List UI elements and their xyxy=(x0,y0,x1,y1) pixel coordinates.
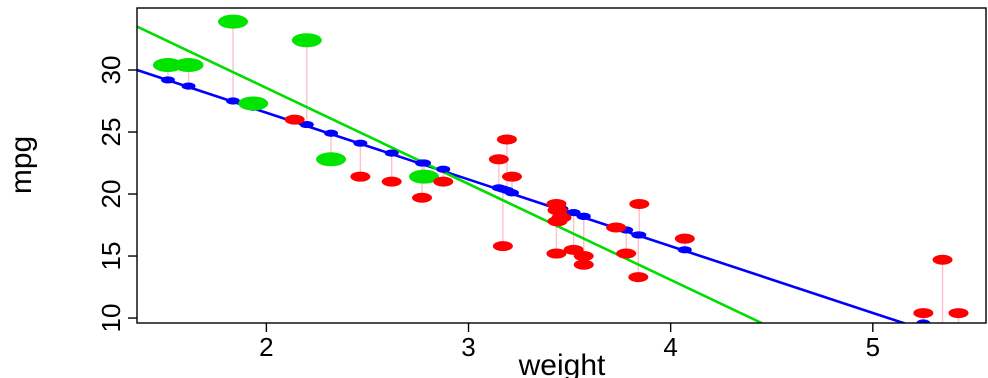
y-tick-label: 30 xyxy=(96,56,126,85)
y-tick-label: 20 xyxy=(96,180,126,209)
x-tick-label: 2 xyxy=(259,332,273,362)
x-tick-label: 3 xyxy=(461,332,475,362)
fitted-point xyxy=(299,120,314,129)
y-axis-title: mpg xyxy=(5,136,38,194)
y-tick-label: 25 xyxy=(96,118,126,147)
observed-point xyxy=(913,308,934,319)
observed-point xyxy=(606,222,627,233)
fitted-point xyxy=(576,212,591,220)
observed-point xyxy=(412,192,433,203)
y-tick-label: 15 xyxy=(96,242,126,271)
fitted-point xyxy=(566,209,581,217)
fitted-point xyxy=(160,76,175,84)
observed-point xyxy=(433,176,454,187)
observed-point xyxy=(628,272,649,283)
observed-point xyxy=(173,58,204,73)
residual-segments xyxy=(167,21,960,323)
observed-point xyxy=(501,171,522,182)
observed-point xyxy=(948,308,969,319)
observed-point xyxy=(409,169,440,184)
observed-point xyxy=(573,259,594,270)
fitted-point xyxy=(916,319,931,323)
observed-point xyxy=(284,114,305,125)
observed-point xyxy=(546,248,567,259)
fitted-point xyxy=(677,246,692,254)
fitted-point xyxy=(504,189,519,197)
observed-point xyxy=(496,134,517,145)
fitted-point xyxy=(181,82,196,90)
fitted-point xyxy=(226,97,241,105)
regression-lines xyxy=(137,25,908,323)
observed-point xyxy=(291,33,322,48)
observed-point xyxy=(152,58,183,73)
observed-point xyxy=(238,96,269,111)
observed-point xyxy=(492,241,513,252)
y-axis: 10 15 20 25 30 xyxy=(96,56,137,333)
fitted-points xyxy=(160,76,931,323)
plot-frame xyxy=(136,7,987,324)
observed-point xyxy=(551,212,572,223)
observed-point xyxy=(350,171,371,182)
observed-point xyxy=(218,14,249,29)
observed-points xyxy=(152,14,969,319)
x-axis-title: weight xyxy=(518,349,606,378)
observed-point xyxy=(488,154,509,165)
x-tick-label: 5 xyxy=(866,332,880,362)
fitted-point xyxy=(384,149,399,157)
observed-point xyxy=(316,152,347,167)
observed-point xyxy=(381,176,402,187)
observed-point xyxy=(674,233,695,244)
fitted-point xyxy=(436,165,451,173)
fitted-point xyxy=(632,231,647,239)
fitted-point xyxy=(417,159,432,167)
observed-point xyxy=(932,254,953,265)
fitted-point xyxy=(353,139,368,147)
y-tick-label: 10 xyxy=(96,304,126,333)
green-regression-line xyxy=(137,25,763,323)
x-axis: 2 3 4 5 xyxy=(259,323,880,362)
observed-point xyxy=(629,198,650,209)
observed-point xyxy=(573,251,594,262)
observed-point xyxy=(616,248,637,259)
fitted-point xyxy=(324,129,339,137)
x-tick-label: 4 xyxy=(663,332,677,362)
